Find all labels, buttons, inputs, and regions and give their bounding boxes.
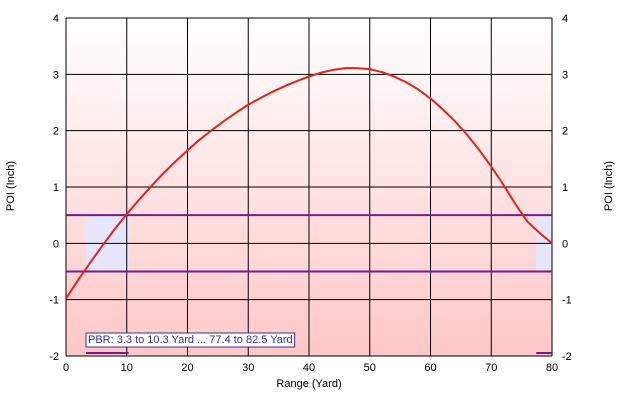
pbr-annotation-box bbox=[85, 332, 296, 348]
y-tick-label-left: -1 bbox=[49, 295, 59, 307]
x-tick-label: 40 bbox=[303, 362, 315, 374]
y-axis-title-left: POI (Inch) bbox=[5, 161, 17, 211]
pbr-annotation: PBR: 3.3 to 10.3 Yard ... 77.4 to 82.5 Y… bbox=[88, 334, 293, 346]
x-tick-label: 20 bbox=[181, 362, 193, 374]
y-tick-label-right: -2 bbox=[562, 351, 572, 363]
x-tick-label: 30 bbox=[242, 362, 254, 374]
y-tick-label-right: -1 bbox=[562, 295, 572, 307]
y-axis-title-right: POI (Inch) bbox=[603, 161, 615, 211]
x-tick-label: 80 bbox=[546, 362, 558, 374]
y-tick-label-left: 1 bbox=[53, 182, 59, 194]
x-tick-label: 10 bbox=[121, 362, 133, 374]
y-tick-label-right: 3 bbox=[562, 69, 568, 81]
y-tick-label-right: 0 bbox=[562, 238, 568, 250]
y-tick-label-left: 4 bbox=[53, 13, 59, 25]
y-tick-label-left: 3 bbox=[53, 69, 59, 81]
x-axis-title: Range (Yard) bbox=[276, 378, 341, 390]
x-tick-label: 50 bbox=[364, 362, 376, 374]
y-tick-label-right: 1 bbox=[562, 182, 568, 194]
y-tick-label-right: 4 bbox=[562, 13, 568, 25]
y-tick-label-right: 2 bbox=[562, 126, 568, 138]
x-tick-label: 60 bbox=[424, 362, 436, 374]
y-tick-label-left: 0 bbox=[53, 238, 59, 250]
x-tick-label: 0 bbox=[63, 362, 69, 374]
y-tick-label-left: 2 bbox=[53, 126, 59, 138]
x-tick-label: 70 bbox=[485, 362, 497, 374]
y-tick-label-left: -2 bbox=[49, 351, 59, 363]
